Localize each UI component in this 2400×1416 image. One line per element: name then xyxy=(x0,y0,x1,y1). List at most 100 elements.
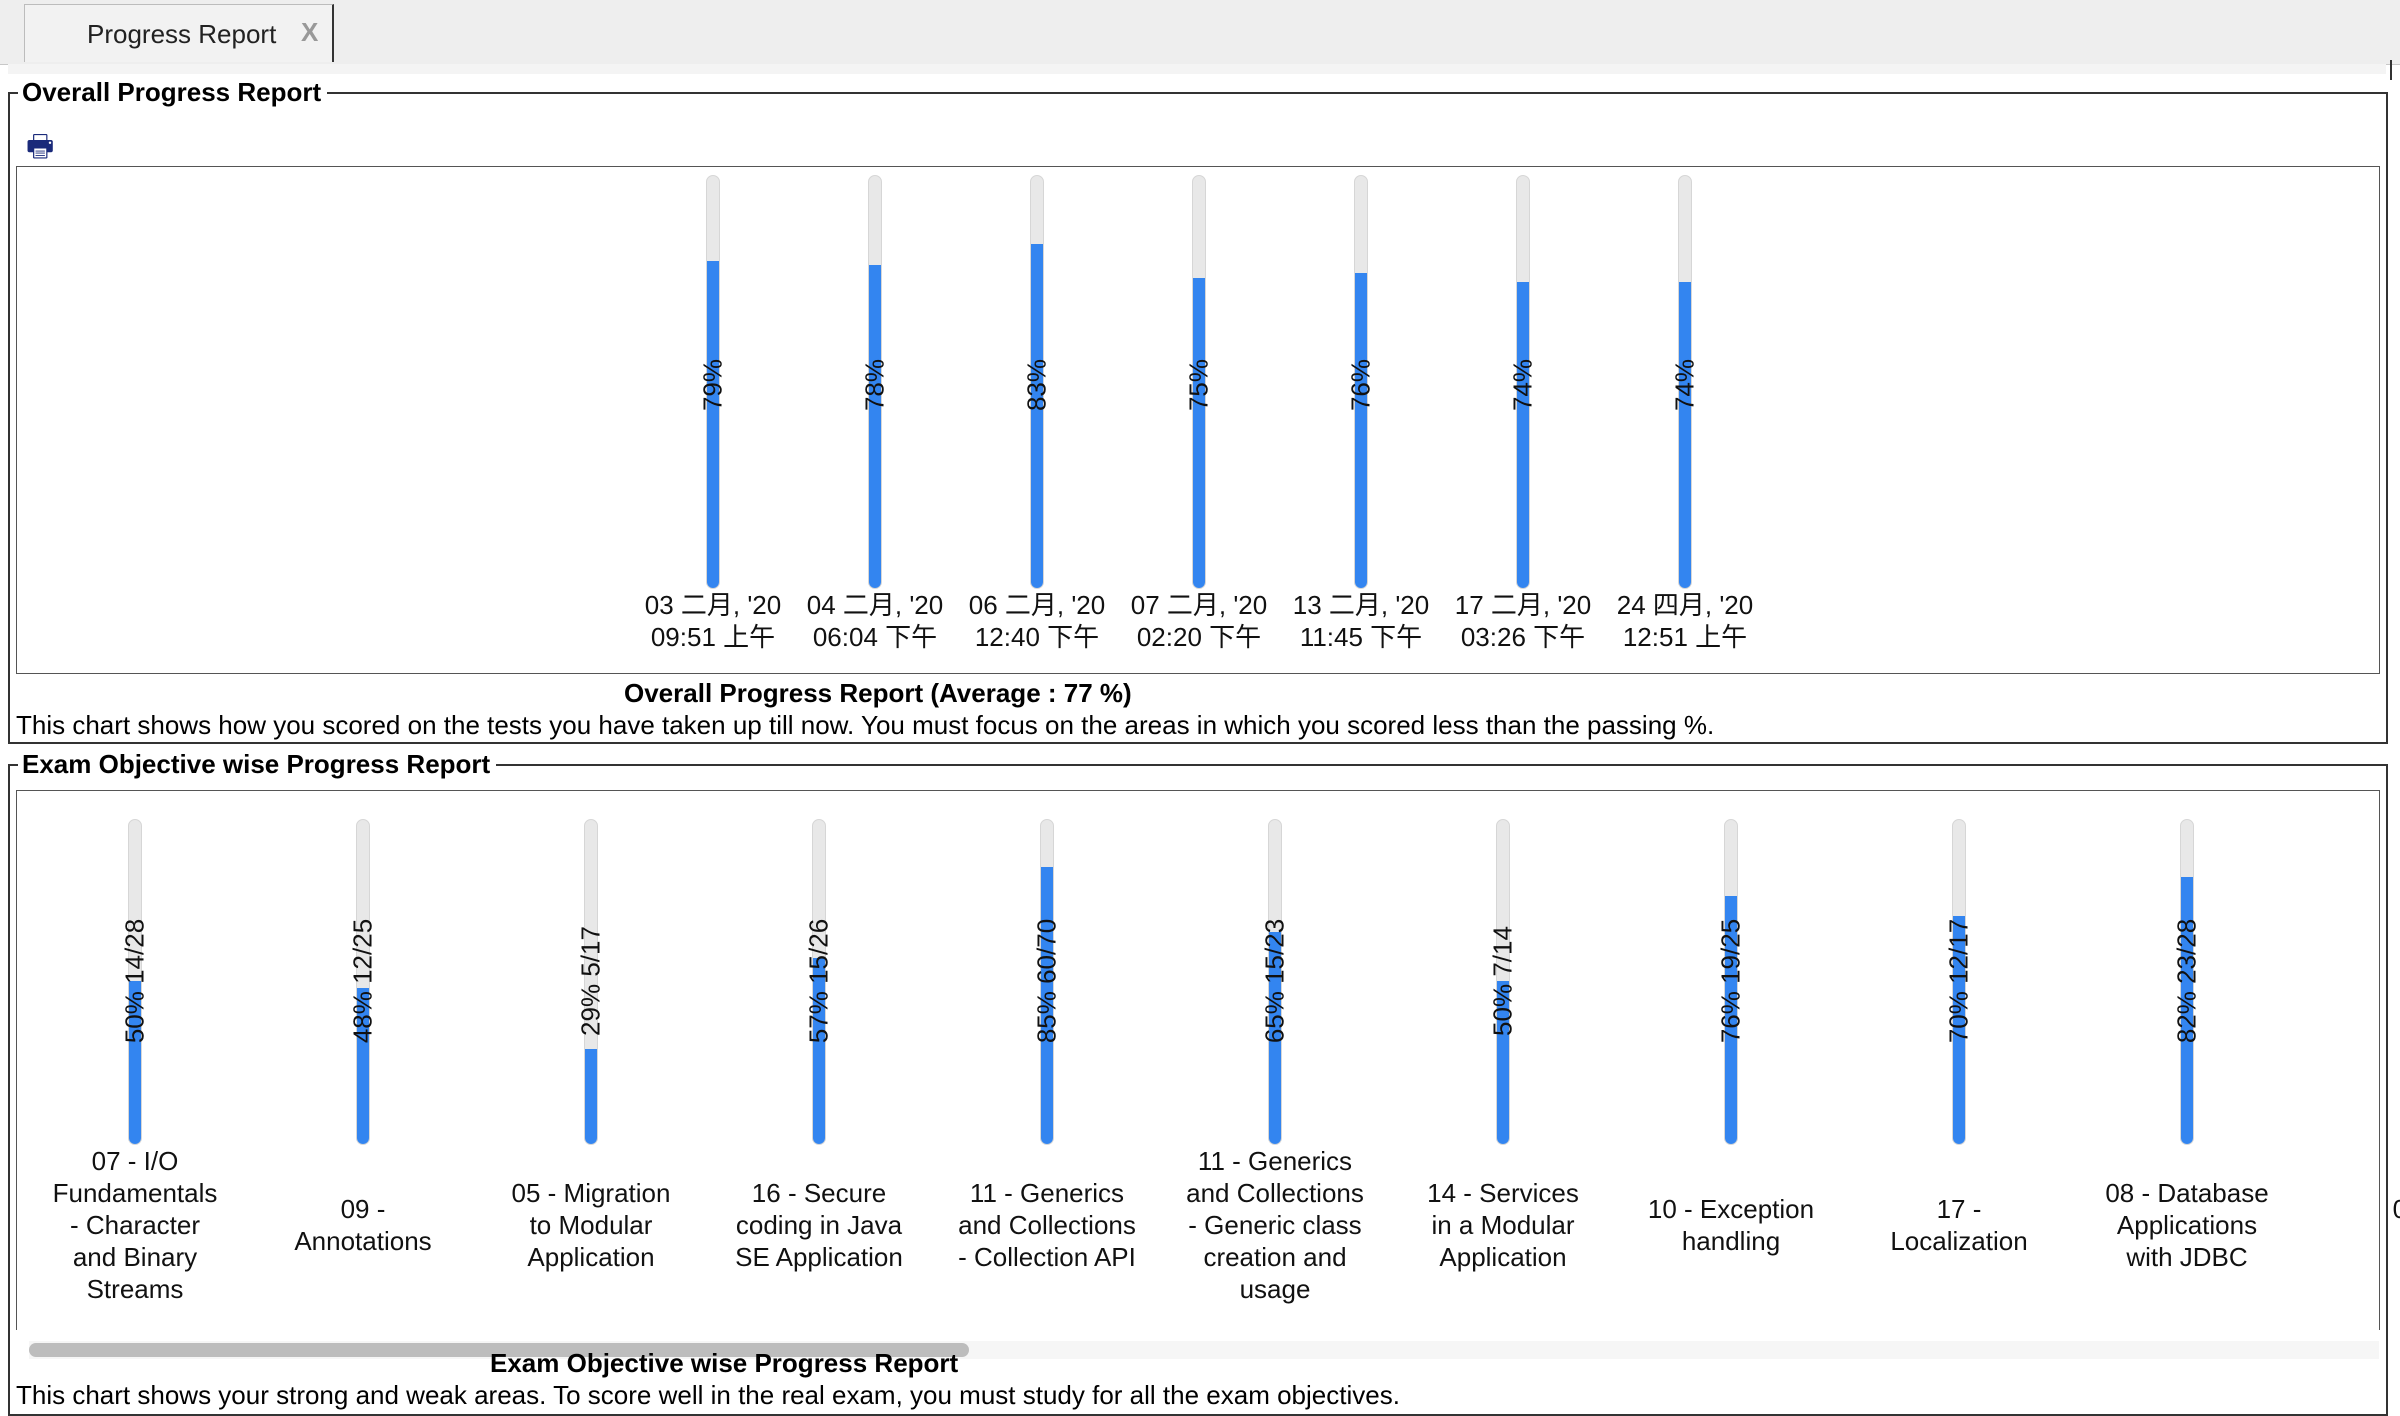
bar-track xyxy=(2180,819,2194,1145)
bar-track xyxy=(584,819,598,1145)
bar[interactable] xyxy=(1355,273,1367,588)
x-tick-label-line: 03 二月, '20 xyxy=(644,590,782,620)
bar-track xyxy=(1724,819,1738,1145)
x-tick-label: 24 四月, '20 12:51 上午 xyxy=(1595,589,1775,653)
bar-track xyxy=(1354,175,1368,589)
chart-description: This chart shows how you scored on the t… xyxy=(16,710,1715,740)
x-tick-label-line: coding in Java xyxy=(735,1210,903,1240)
bar-track xyxy=(1496,819,1510,1145)
x-tick-label-line: 11:45 下午 xyxy=(1299,622,1423,652)
bar[interactable] xyxy=(1497,981,1509,1144)
x-tick-label-line: Fi xyxy=(2315,1225,2400,1257)
x-tick-label-line: - Collection API xyxy=(958,1242,1136,1272)
objective-progress-section: Exam Objective wise Progress Report 07 -… xyxy=(8,750,2400,1416)
x-tick-label-line: usage xyxy=(1239,1274,1311,1304)
x-tick-label-line: Application xyxy=(1439,1242,1567,1272)
x-tick-label-line: 09 - xyxy=(340,1194,386,1224)
bar[interactable] xyxy=(1031,244,1043,588)
bar[interactable] xyxy=(1517,281,1529,588)
data-label: 29% 5/17 xyxy=(575,926,606,1036)
x-tick-label-line: and Collections xyxy=(958,1210,1136,1240)
x-tick-label-line: SE Application xyxy=(735,1242,903,1272)
close-icon[interactable]: X xyxy=(301,17,319,47)
x-tick-label: 14 - Services in a Modular Application xyxy=(1403,1177,1603,1273)
x-tick-label: 05 - Migration to Modular Application xyxy=(491,1177,691,1273)
data-label: 76% xyxy=(1345,358,1376,412)
x-tick-label-line: 08 - Database xyxy=(2105,1178,2269,1208)
x-tick-label-line: 09:51 上午 xyxy=(650,622,776,652)
x-tick-label: 17 - Localization xyxy=(1859,1193,2059,1257)
bar[interactable] xyxy=(129,981,141,1144)
bar-track xyxy=(812,819,826,1145)
x-tick-label-line: Applications xyxy=(2116,1210,2258,1240)
x-tick-label: 13 二月, '20 11:45 下午 xyxy=(1271,589,1451,653)
x-tick-label-line: 10 - Exception xyxy=(1647,1194,1815,1224)
x-tick-label-line: Fundamentals xyxy=(52,1178,218,1208)
bar-track xyxy=(1192,175,1206,589)
tab-progress-report[interactable]: Progress Report X xyxy=(24,4,334,62)
x-tick-label-line: 11 - Generics xyxy=(969,1178,1125,1208)
x-tick-label-line: Localization xyxy=(1890,1226,2028,1256)
bar[interactable] xyxy=(1041,866,1053,1144)
bar[interactable] xyxy=(813,958,825,1144)
data-label: 48% 12/25 xyxy=(347,918,378,1044)
x-tick-label-line: 13 二月, '20 xyxy=(1292,590,1430,620)
x-tick-label-line: 05 - Migration xyxy=(511,1178,671,1208)
bar[interactable] xyxy=(585,1049,597,1144)
panel-edge xyxy=(2390,60,2392,80)
x-tick-label: 06 二月, '20 12:40 下午 xyxy=(947,589,1127,653)
bar-track xyxy=(1516,175,1530,589)
data-label: 79% xyxy=(697,358,728,412)
section-legend: Exam Objective wise Progress Report xyxy=(18,750,497,778)
chart-description: This chart shows your strong and weak ar… xyxy=(16,1380,1400,1410)
bar-track xyxy=(1952,819,1966,1145)
printer-icon[interactable]: 🖶 xyxy=(26,130,55,163)
data-label: 78% xyxy=(859,358,890,412)
x-tick-label: 08 - Database Applications with JDBC xyxy=(2087,1177,2287,1273)
x-tick-label: 11 - Generics and Collections - Collection… xyxy=(947,1177,1147,1273)
objective-progress-chart: 07 - I/O Fundamentals - Character and Binar… xyxy=(16,790,2400,1359)
bar[interactable] xyxy=(2181,876,2193,1144)
data-label: 85% 60/70 xyxy=(1031,918,1062,1044)
x-tick-label-line: handling xyxy=(1681,1226,1781,1256)
x-tick-label-line: Streams xyxy=(86,1274,184,1304)
data-label: 74% xyxy=(1669,358,1700,412)
x-tick-label-line: 02:20 下午 xyxy=(1136,622,1262,652)
scrollbar-thumb[interactable] xyxy=(29,1343,969,1357)
x-tick-label-line: and Collections xyxy=(1186,1178,1364,1208)
x-tick-label-line: 06:04 下午 xyxy=(812,622,938,652)
x-tick-label-line: 06 二月, '20 xyxy=(968,590,1106,620)
x-tick-label-line: 07 二月, '20 xyxy=(1130,590,1268,620)
bar[interactable] xyxy=(869,265,881,588)
x-tick-label-line: creation and xyxy=(1203,1242,1347,1272)
x-tick-label-line: 11 - Generics xyxy=(1197,1146,1353,1176)
bar-track xyxy=(1678,175,1692,589)
x-tick-label: 11 - Generics and Collections - Generic cl… xyxy=(1175,1145,1375,1305)
x-tick-label-line: 04 二月, '20 xyxy=(806,590,944,620)
bar[interactable] xyxy=(1953,915,1965,1144)
bar[interactable] xyxy=(1679,281,1691,588)
x-tick-label-line: 03:26 下午 xyxy=(1460,622,1586,652)
x-tick-label: 07 -Fi xyxy=(2315,1193,2400,1257)
tab-label: Progress Report xyxy=(87,19,277,49)
x-tick-label-line: Application xyxy=(527,1242,655,1272)
bar[interactable] xyxy=(707,260,719,588)
x-tick-label-line: 14 - Services xyxy=(1427,1178,1579,1208)
data-label: 57% 15/26 xyxy=(803,918,834,1044)
x-tick-label-line: 24 四月, '20 xyxy=(1616,590,1754,620)
overall-progress-section: Overall Progress Report 🖶 03 二月, '20 09:5… xyxy=(8,78,2388,744)
chart-title: Overall Progress Report (Average : 77 %) xyxy=(624,678,1132,708)
x-tick-label-line: 17 - xyxy=(1936,1194,1982,1224)
data-label: 50% 7/14 xyxy=(1487,926,1518,1036)
bar[interactable] xyxy=(1725,896,1737,1144)
data-label: 75% xyxy=(1183,358,1214,412)
data-label: 82% 23/28 xyxy=(2171,918,2202,1044)
x-tick-label: 07 - I/O Fundamentals - Character and Binar… xyxy=(35,1145,235,1305)
data-label: 74% xyxy=(1507,358,1538,412)
bar[interactable] xyxy=(357,987,369,1144)
bar[interactable] xyxy=(1193,277,1205,588)
horizontal-scrollbar[interactable] xyxy=(29,1341,2379,1359)
x-tick-label-line: - Character xyxy=(69,1210,201,1240)
x-tick-label: 07 二月, '20 02:20 下午 xyxy=(1109,589,1289,653)
bar[interactable] xyxy=(1269,932,1281,1144)
